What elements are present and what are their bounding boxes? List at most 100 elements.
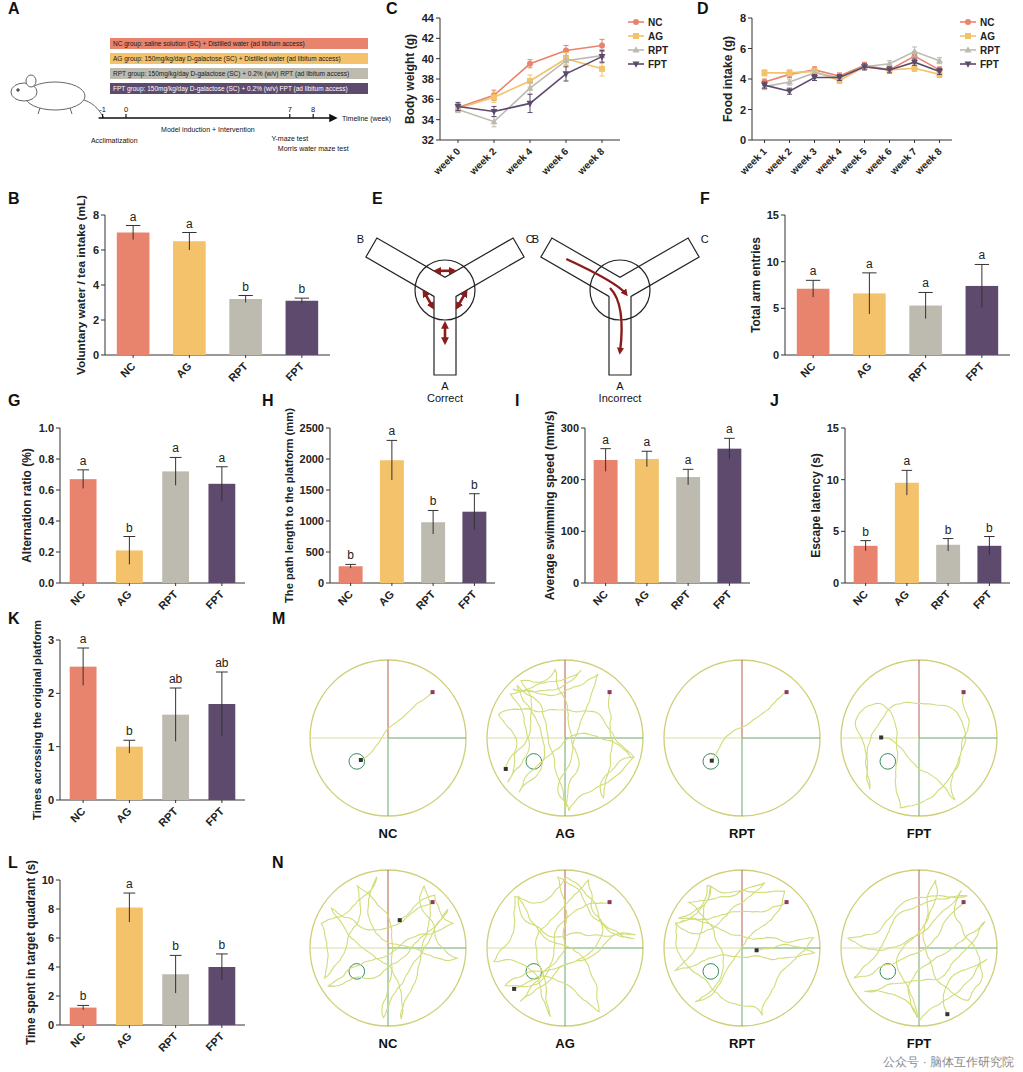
y-tick-label: 0.4 — [39, 515, 55, 527]
platform — [703, 754, 719, 770]
panel-letter: H — [262, 392, 274, 409]
x-tick — [688, 583, 689, 586]
series-line — [765, 62, 940, 91]
error-cap — [812, 74, 817, 75]
marker — [762, 70, 768, 76]
panel-letter: B — [8, 190, 20, 207]
significance-letter: a — [979, 248, 986, 262]
bar — [797, 289, 830, 355]
marker — [491, 109, 498, 115]
significance-letter: b — [471, 478, 478, 492]
y-tick — [841, 531, 845, 532]
error-bar — [170, 457, 182, 485]
panel-letter: A — [8, 0, 20, 17]
start-point — [785, 900, 789, 904]
error-cap — [837, 74, 842, 75]
error-bar — [837, 74, 842, 80]
x-tick-label: FPT — [971, 588, 994, 611]
y-tick-label: 6 — [740, 43, 746, 55]
y-tick — [326, 490, 330, 491]
error-cap — [126, 225, 140, 226]
swim-path — [361, 692, 433, 760]
error-cap — [492, 106, 497, 107]
marker — [786, 89, 793, 95]
x-tick-label: week 0 — [431, 145, 463, 177]
y-tick-label: 36 — [422, 93, 434, 105]
error-bar — [216, 672, 228, 736]
error-bar — [943, 539, 954, 551]
error-line — [175, 688, 176, 741]
error-cap — [724, 438, 735, 439]
platform — [526, 754, 542, 770]
error-cap — [600, 75, 605, 76]
error-cap — [170, 688, 182, 689]
error-bar — [182, 233, 196, 251]
bar — [116, 747, 143, 800]
x-tick-label: week 5 — [837, 145, 869, 177]
y-axis-title: Food intake (g) — [721, 36, 735, 122]
error-cap — [456, 102, 461, 103]
y-tick — [581, 531, 585, 532]
x-tick-label: RPT — [226, 360, 250, 384]
y-tick-label: 4 — [93, 279, 100, 291]
marker — [527, 84, 534, 90]
error-bar — [492, 117, 497, 127]
error-cap — [887, 66, 892, 67]
significance-letter: a — [810, 264, 817, 278]
error-cap — [170, 955, 182, 956]
error-bar — [528, 94, 533, 112]
x-tick — [391, 583, 392, 586]
error-cap — [937, 63, 942, 64]
y-tick — [841, 583, 845, 584]
y-tick-label: 4 — [740, 73, 747, 85]
quadrant-line — [310, 738, 388, 739]
marker — [633, 33, 639, 39]
error-bar — [456, 102, 461, 110]
y-tick-label: 6 — [93, 244, 99, 256]
x-tick-label: week 2 — [467, 145, 499, 177]
bar — [635, 459, 659, 583]
y-tick — [56, 459, 60, 460]
error-cap — [862, 272, 876, 273]
trace-label: AG — [555, 1036, 575, 1051]
error-cap — [600, 49, 605, 50]
y-tick — [56, 746, 60, 747]
error-cap — [762, 82, 767, 83]
bar-panel: 051015Escape latency (s)babbNCAGRPTFPT — [809, 422, 1010, 612]
significance-letter: b — [242, 280, 249, 294]
significance-letter: b — [862, 525, 869, 539]
quadrant-line — [742, 738, 743, 816]
error-line — [129, 740, 130, 753]
marker — [527, 61, 533, 67]
x-tick-label: NC — [590, 588, 610, 608]
y-tick — [56, 1025, 60, 1026]
x-tick — [221, 1025, 222, 1028]
wrong-arrow — [566, 259, 626, 294]
x-tick — [764, 140, 765, 143]
x-tick-label: RPT — [668, 588, 692, 612]
x-tick-label: AG — [891, 588, 911, 608]
alternation-arrow — [457, 292, 466, 307]
x-tick — [494, 140, 495, 143]
marker — [811, 75, 818, 81]
quadrant-line — [742, 738, 820, 739]
y-tick-label: 0.0 — [39, 577, 54, 589]
end-point — [504, 767, 508, 771]
x-tick — [864, 140, 865, 143]
legend-label: FPT — [980, 59, 999, 70]
start-point — [962, 900, 966, 904]
error-cap — [918, 292, 932, 293]
legend-label: AG — [980, 31, 995, 42]
error-cap — [762, 89, 767, 90]
x-tick — [175, 1025, 176, 1028]
panel-letter: E — [372, 190, 383, 207]
arm-label: A — [616, 380, 624, 392]
alternation-arrow — [424, 292, 433, 307]
swim-path — [712, 692, 787, 761]
trace-label: RPT — [729, 1036, 755, 1051]
error-cap — [170, 457, 182, 458]
marker — [786, 78, 793, 84]
y-axis — [105, 215, 106, 355]
x-tick-label: week 2 — [762, 145, 794, 177]
error-line — [129, 893, 130, 922]
